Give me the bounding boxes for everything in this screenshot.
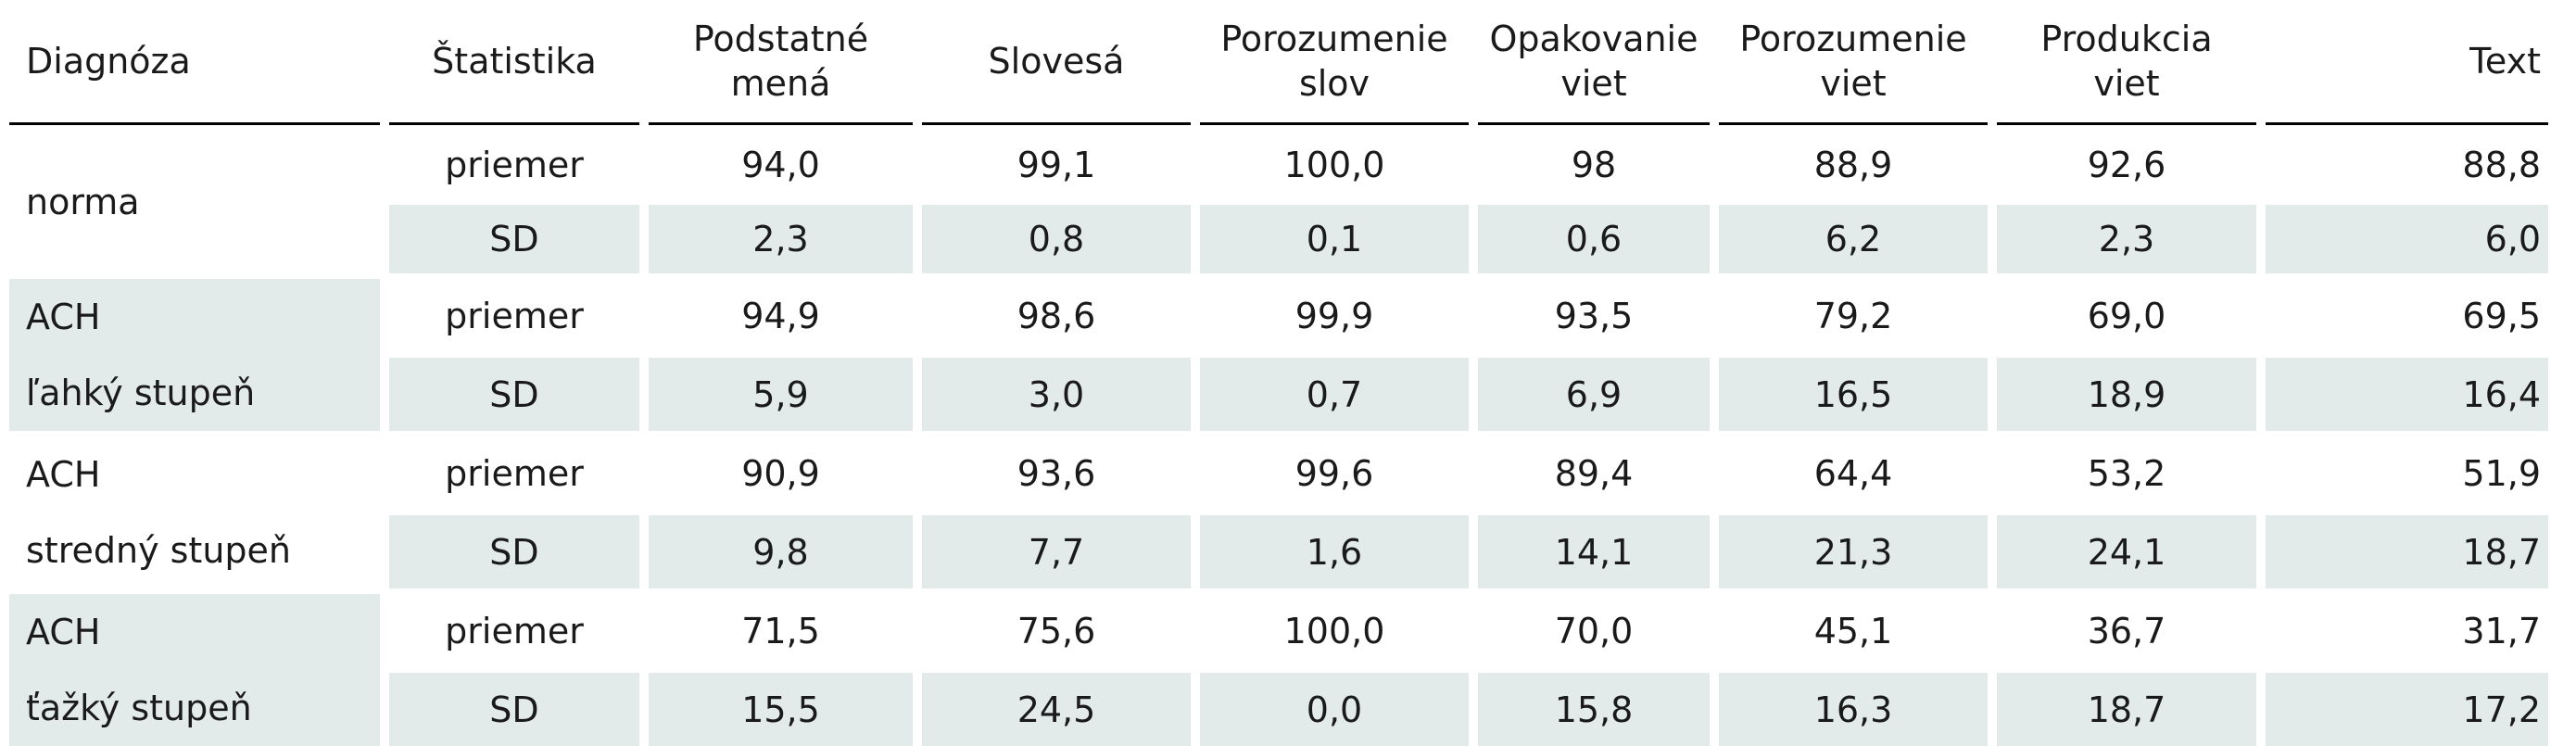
value-cell: 69,5 bbox=[2266, 273, 2548, 352]
value-cell: 99,1 bbox=[922, 125, 1191, 199]
stat-cell: SD bbox=[389, 199, 639, 273]
value-cell: 0,8 bbox=[922, 199, 1191, 273]
table-row: SD 15,5 24,5 0,0 15,8 16,3 18,7 17,2 bbox=[9, 667, 2548, 746]
value-cell: 0,0 bbox=[1200, 667, 1469, 746]
diagnosis-cell: ACH ťažký stupeň bbox=[9, 588, 380, 746]
table-row: ACH stredný stupeň priemer 90,9 93,6 99,6… bbox=[9, 431, 2548, 571]
header-text: Text bbox=[2266, 0, 2548, 125]
value-cell: 18,7 bbox=[1997, 667, 2256, 746]
table-row: norma priemer 94,0 99,1 100,0 98 88,9 92… bbox=[9, 125, 2548, 222]
value-cell: 0,1 bbox=[1200, 199, 1469, 273]
header-diagnoza: Diagnóza bbox=[9, 0, 380, 125]
diagnosis-cell: norma bbox=[9, 125, 380, 273]
value-cell: 92,6 bbox=[1997, 125, 2256, 199]
value-cell: 99,6 bbox=[1200, 431, 1469, 510]
value-cell: 21,3 bbox=[1719, 510, 1988, 588]
value-cell: 6,9 bbox=[1478, 352, 1710, 431]
value-cell: 64,4 bbox=[1719, 431, 1988, 510]
value-cell: 98,6 bbox=[922, 273, 1191, 352]
header-produkcia-viet: Produkcia viet bbox=[1997, 0, 2256, 125]
table-row: ACH ľahký stupeň priemer 94,9 98,6 99,9 9… bbox=[9, 273, 2548, 431]
value-cell: 51,9 bbox=[2266, 431, 2548, 510]
value-cell: 16,3 bbox=[1719, 667, 1988, 746]
value-cell: 9,8 bbox=[649, 510, 913, 588]
value-cell: 36,7 bbox=[1997, 588, 2256, 667]
value-cell: 94,0 bbox=[649, 125, 913, 199]
value-cell: 70,0 bbox=[1478, 588, 1710, 667]
value-cell: 53,2 bbox=[1997, 431, 2256, 510]
header-podstatne-mena: Podstatné mená bbox=[649, 0, 913, 125]
value-cell: 88,9 bbox=[1719, 125, 1988, 199]
header-slovesa: Slovesá bbox=[922, 0, 1191, 125]
table-row: SD 9,8 7,7 1,6 14,1 21,3 24,1 18,7 bbox=[9, 510, 2548, 588]
stat-cell: priemer bbox=[389, 588, 639, 667]
table-row: SD 5,9 3,0 0,7 6,9 16,5 18,9 16,4 bbox=[9, 352, 2548, 431]
value-cell: 0,6 bbox=[1478, 199, 1710, 273]
table-row: ACH ťažký stupeň priemer 71,5 75,6 100,0 … bbox=[9, 588, 2548, 746]
value-cell: 99,9 bbox=[1200, 273, 1469, 352]
value-cell: 89,4 bbox=[1478, 431, 1710, 510]
stat-cell: SD bbox=[389, 352, 639, 431]
value-cell: 18,7 bbox=[2266, 510, 2548, 588]
value-cell: 2,3 bbox=[1997, 199, 2256, 273]
value-cell: 24,1 bbox=[1997, 510, 2256, 588]
value-cell: 69,0 bbox=[1997, 273, 2256, 352]
value-cell: 45,1 bbox=[1719, 588, 1988, 667]
value-cell: 88,8 bbox=[2266, 125, 2548, 199]
stat-cell: priemer bbox=[389, 431, 639, 510]
table-row: SD 2,3 0,8 0,1 0,6 6,2 2,3 6,0 bbox=[9, 199, 2548, 273]
value-cell: 79,2 bbox=[1719, 273, 1988, 352]
value-cell: 94,9 bbox=[649, 273, 913, 352]
value-cell: 90,9 bbox=[649, 431, 913, 510]
value-cell: 71,5 bbox=[649, 588, 913, 667]
header-statistika: Štatistika bbox=[389, 0, 639, 125]
value-cell: 15,5 bbox=[649, 667, 913, 746]
header-opakovanie-viet: Opakovanie viet bbox=[1478, 0, 1710, 125]
value-cell: 0,7 bbox=[1200, 352, 1469, 431]
value-cell: 31,7 bbox=[2266, 588, 2548, 667]
value-cell: 98 bbox=[1478, 125, 1710, 199]
diagnosis-cell: ACH ľahký stupeň bbox=[9, 273, 380, 431]
value-cell: 1,6 bbox=[1200, 510, 1469, 588]
value-cell: 2,3 bbox=[649, 199, 913, 273]
value-cell: 100,0 bbox=[1200, 125, 1469, 199]
stat-cell: priemer bbox=[389, 125, 639, 199]
value-cell: 75,6 bbox=[922, 588, 1191, 667]
value-cell: 18,9 bbox=[1997, 352, 2256, 431]
value-cell: 7,7 bbox=[922, 510, 1191, 588]
value-cell: 3,0 bbox=[922, 352, 1191, 431]
value-cell: 14,1 bbox=[1478, 510, 1710, 588]
value-cell: 100,0 bbox=[1200, 588, 1469, 667]
stat-cell: SD bbox=[389, 667, 639, 746]
table-wrapper: Diagnóza Štatistika Podstatné mená Sloves… bbox=[9, 0, 2567, 746]
header-porozumenie-viet: Porozumenie viet bbox=[1719, 0, 1988, 125]
stat-cell: priemer bbox=[389, 273, 639, 352]
value-cell: 16,4 bbox=[2266, 352, 2548, 431]
value-cell: 24,5 bbox=[922, 667, 1191, 746]
value-cell: 93,5 bbox=[1478, 273, 1710, 352]
value-cell: 16,5 bbox=[1719, 352, 1988, 431]
value-cell: 6,2 bbox=[1719, 199, 1988, 273]
value-cell: 93,6 bbox=[922, 431, 1191, 510]
stat-cell: SD bbox=[389, 510, 639, 588]
value-cell: 5,9 bbox=[649, 352, 913, 431]
value-cell: 6,0 bbox=[2266, 199, 2548, 273]
value-cell: 17,2 bbox=[2266, 667, 2548, 746]
header-porozumenie-slov: Porozumenie slov bbox=[1200, 0, 1469, 125]
header-row: Diagnóza Štatistika Podstatné mená Sloves… bbox=[9, 0, 2548, 125]
value-cell: 15,8 bbox=[1478, 667, 1710, 746]
diagnosis-cell: ACH stredný stupeň bbox=[9, 431, 380, 588]
